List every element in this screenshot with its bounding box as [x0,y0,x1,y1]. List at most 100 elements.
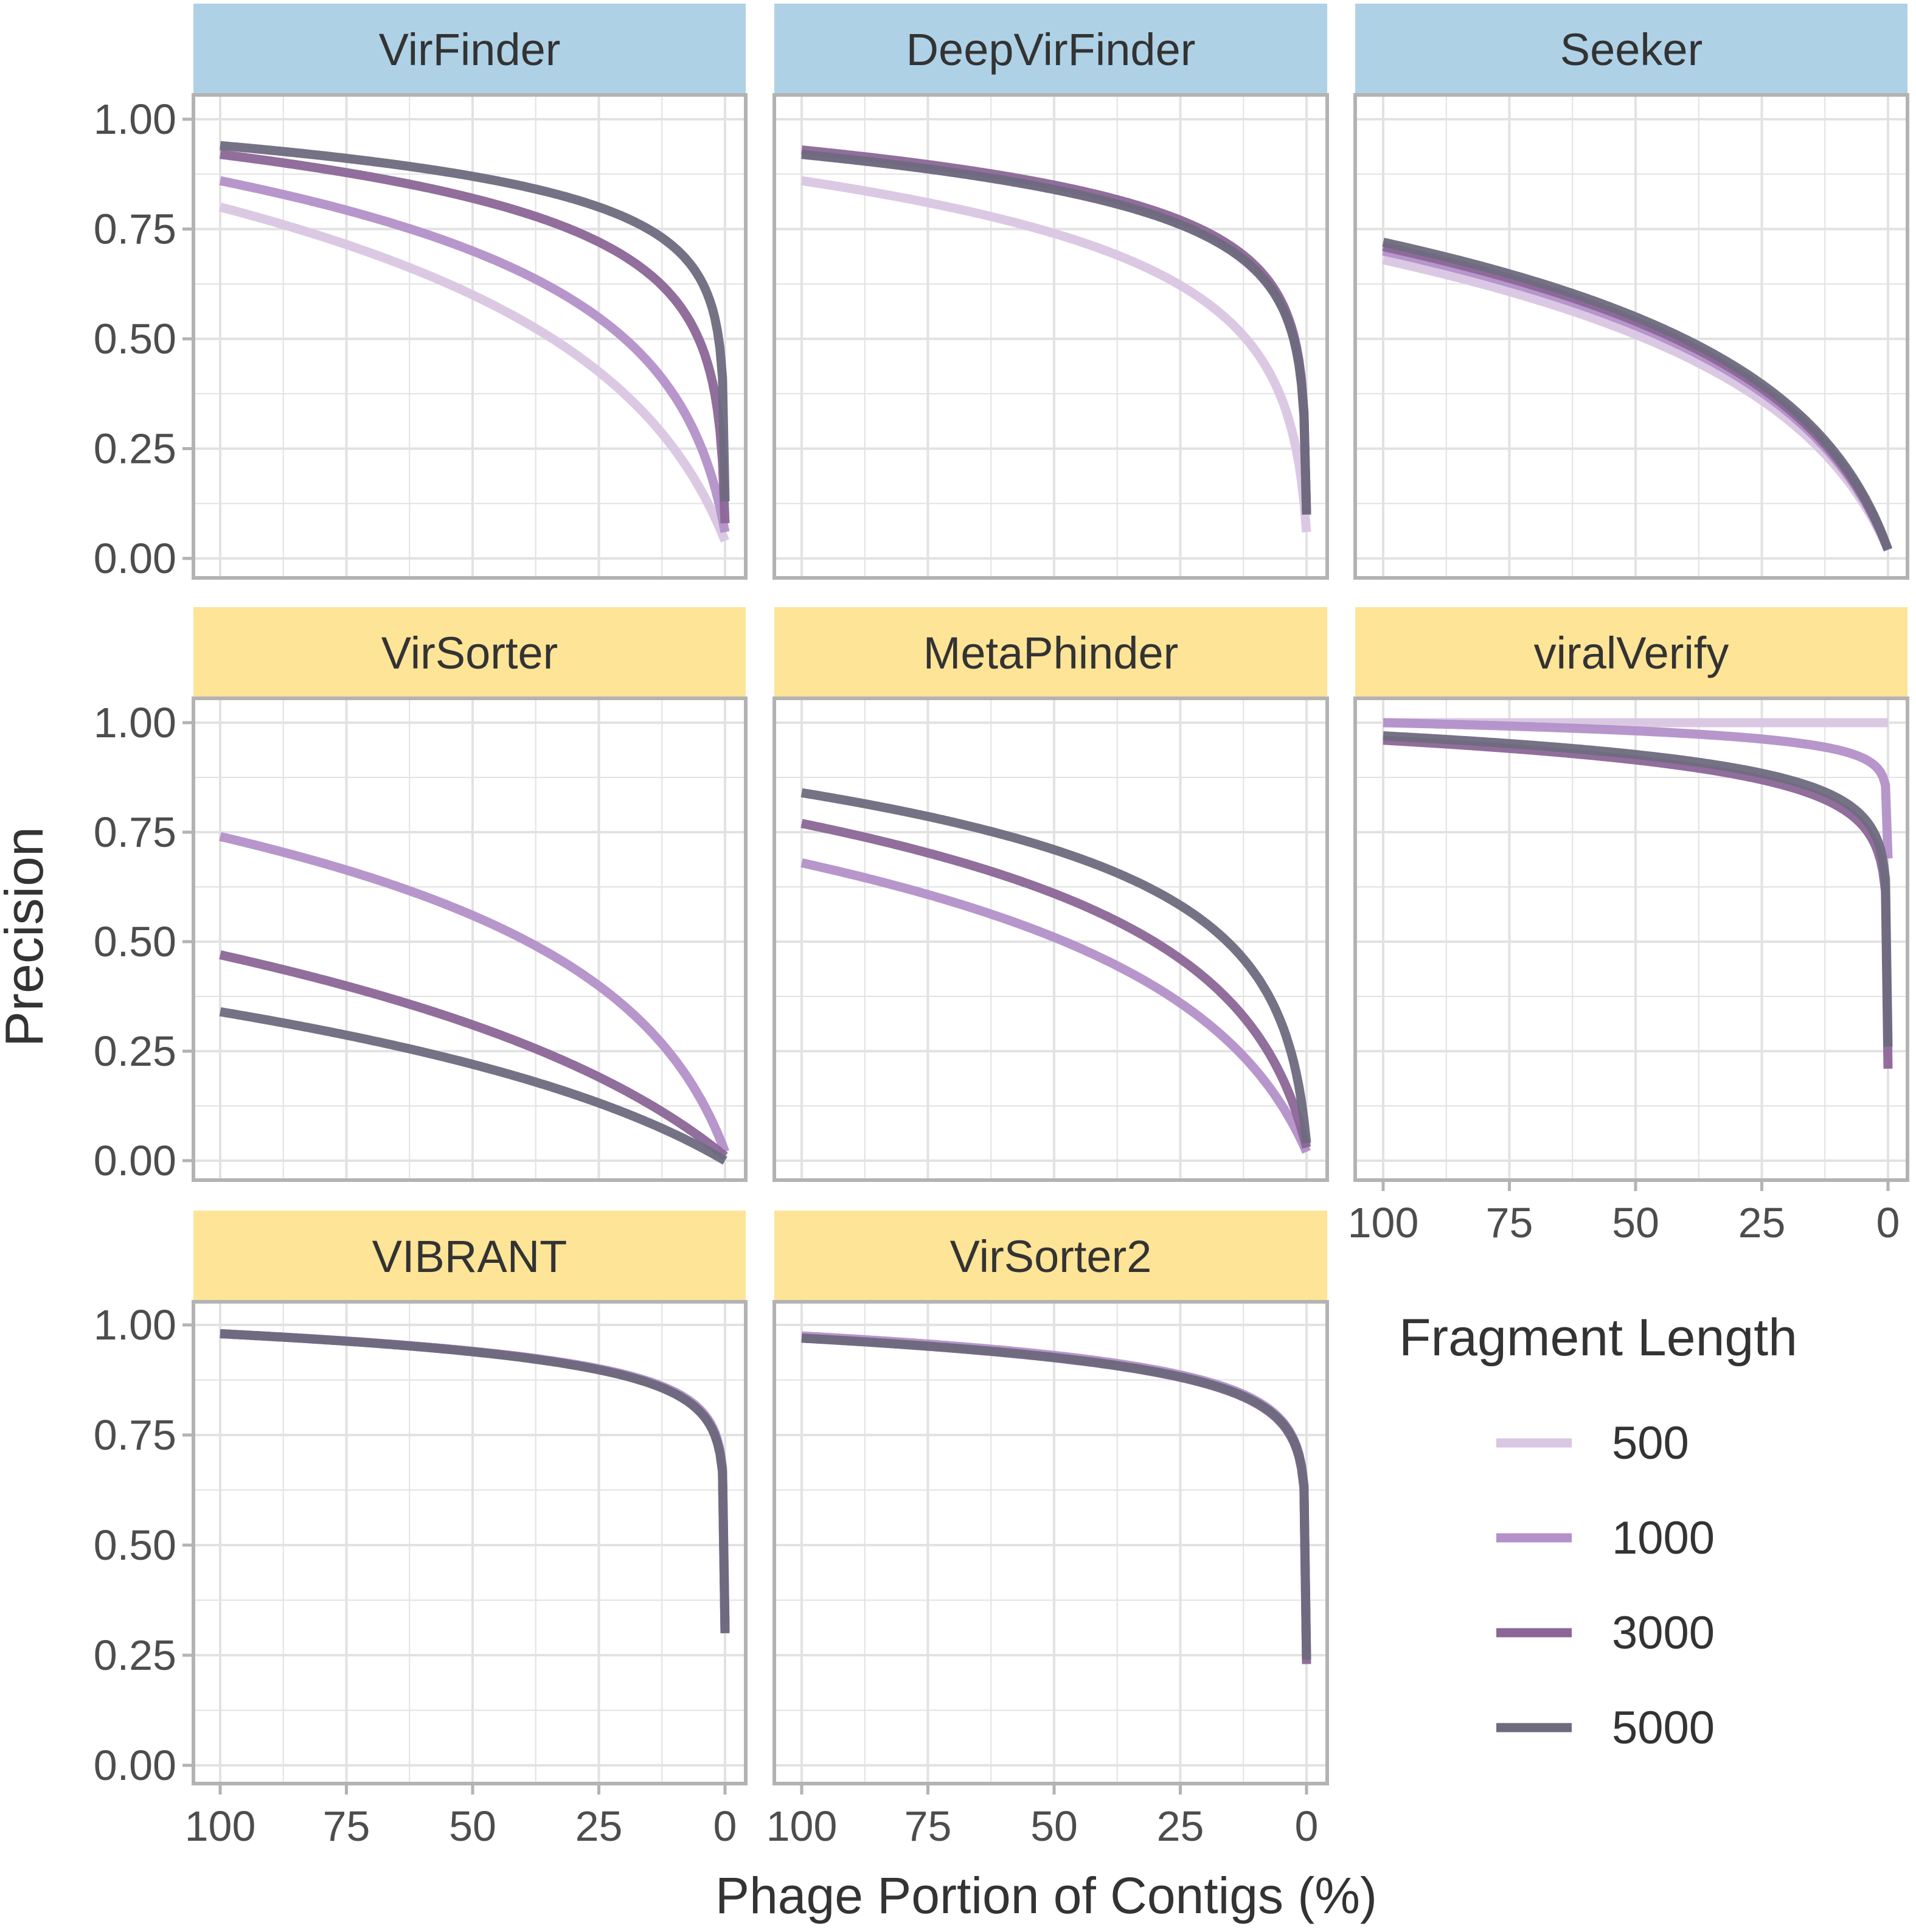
panel-background [193,1302,746,1784]
y-tick-label: 0.75 [94,808,176,856]
series-line-5000 [800,788,1311,1144]
panel-deepvirfinder: DeepVirFinder [772,4,1329,580]
y-tick-label: 1.00 [94,699,176,746]
series-line-1000 [1383,718,1893,859]
y-tick-label: 0.75 [94,1411,176,1459]
y-tick-label: 1.00 [94,1301,176,1349]
series-line-3000 [219,950,728,1160]
series-line-500 [800,176,1311,533]
series-line-5000 [1383,731,1893,1047]
series-line-3000 [220,150,730,524]
panel-virfinder: VirFinder [192,4,748,580]
panel-title: VIBRANT [372,1231,568,1282]
panel-border [772,697,1329,1182]
legend-entry-5000: 5000 [1496,1702,1715,1754]
y-tick-label: 0.00 [94,535,176,582]
x-tick-label: 75 [1486,1199,1533,1246]
panel-strip [774,607,1327,698]
y-axis-title: Precision [0,827,54,1047]
panel-virsorter: VirSorter [192,607,748,1182]
legend-label: 3000 [1612,1607,1715,1659]
x-tick-label: 50 [449,1802,496,1850]
panel-background [774,95,1327,578]
panel-background [193,95,746,578]
series-line-1000 [800,858,1311,1154]
y-tick-label: 0.50 [94,918,176,965]
panel-border [1353,697,1909,1182]
gridlines [193,1302,746,1784]
panel-strip [193,1211,746,1302]
x-axis-title: Phage Portion of Contigs (%) [715,1867,1377,1924]
legend-title: Fragment Length [1399,1308,1797,1367]
y-tick-label: 0.25 [94,425,176,473]
x-tick-label: 25 [1738,1199,1786,1246]
panel-background [774,1302,1327,1784]
x-tick-label: 25 [575,1802,623,1850]
panel-viralverify: viralVerify [1353,607,1909,1182]
panel-strip [193,607,746,698]
series-line-5000 [219,1007,727,1165]
series-line-500 [219,203,729,543]
x-tick-label: 75 [904,1802,952,1850]
panels-layer: VirFinder DeepVirFinder Seeker VirSorter Met… [192,4,1909,1785]
x-tick-label: 75 [323,1802,370,1850]
panel-vibrant: VIBRANT [192,1211,748,1785]
x-tick-label: 100 [185,1802,256,1850]
legend-entry-500: 500 [1496,1417,1689,1469]
panel-title: MetaPhinder [923,628,1179,678]
panel-background [193,698,746,1180]
panel-strip [1355,4,1907,95]
y-tick-label: 0.75 [94,206,176,253]
legend-entry-3000: 3000 [1496,1607,1715,1659]
y-tick-label: 1.00 [94,96,176,143]
panel-strip [1355,607,1907,698]
legend-label: 5000 [1612,1702,1715,1754]
panel-title: VirFinder [379,24,561,75]
panel-border [192,1300,748,1785]
y-tick-label: 0.00 [94,1137,176,1184]
legend: Fragment Length 500 1000 3000 5000 [1399,1308,1797,1754]
y-tick-label: 0.50 [94,1521,176,1569]
panel-background [1355,698,1907,1180]
axes-text-layer: 1.00 0.75 0.50 0.25 0.00 1.00 0.75 0.50 0.25 0.00… [94,96,1900,1850]
gridlines [193,95,746,578]
panel-strip [774,4,1327,95]
panel-metaphinder: MetaPhinder [772,607,1329,1182]
legend-label: 500 [1612,1417,1689,1469]
panel-title: Seeker [1560,24,1703,75]
gridlines [774,1302,1327,1784]
y-tick-label: 0.25 [94,1027,176,1075]
series-line-5000 [801,1333,1311,1660]
y-tick-label: 0.25 [94,1631,176,1679]
panel-border [192,93,748,580]
gridlines [1355,95,1907,578]
panel-title: VirSorter [381,628,558,678]
panel-title: VirSorter2 [950,1231,1152,1282]
panel-strip [774,1211,1327,1302]
legend-label: 1000 [1612,1512,1715,1564]
series-line-3000 [800,819,1311,1149]
panel-border [772,1300,1329,1785]
series-line-5000 [220,141,730,502]
gridlines [774,698,1327,1180]
x-tick-label: 50 [1030,1802,1078,1850]
x-tick-label: 100 [766,1802,838,1850]
x-tick-label: 0 [713,1802,737,1850]
x-tick-label: 100 [1348,1199,1419,1246]
x-tick-label: 50 [1612,1199,1659,1246]
y-tick-label: 0.00 [94,1742,176,1789]
panel-title: viralVerify [1534,628,1729,678]
panel-title: DeepVirFinder [906,24,1196,75]
panel-strip [193,4,746,95]
panel-seeker: Seeker [1353,4,1909,580]
series-line-500 [1382,255,1892,552]
series-line-5000 [801,150,1311,515]
panel-border [772,93,1329,580]
series-line-5000 [1382,237,1893,552]
series-line-1000 [219,176,730,533]
panel-border [192,697,748,1182]
series-line-5000 [220,1329,730,1633]
series-line-3000 [1383,735,1893,1069]
y-tick-label: 0.50 [94,315,176,363]
